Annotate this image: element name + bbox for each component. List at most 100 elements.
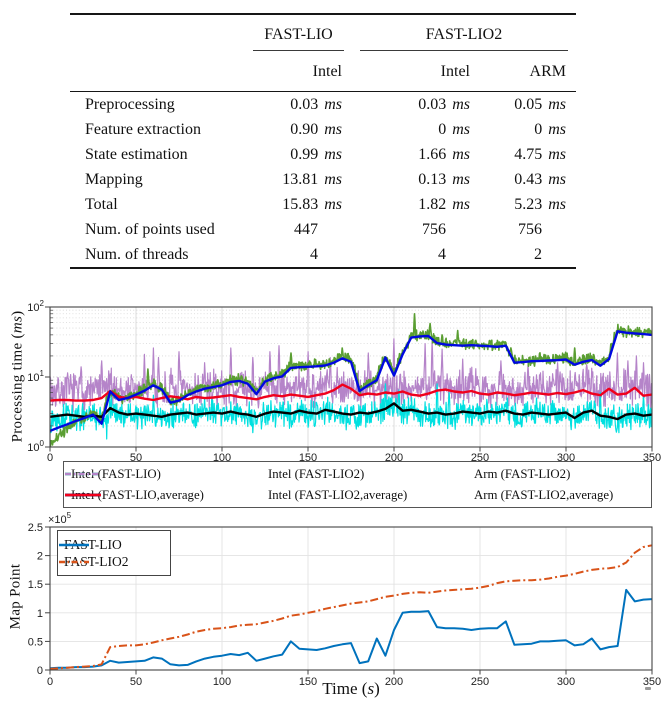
y-tick-label: 1.5	[28, 579, 43, 591]
legend-swatch-line	[59, 543, 89, 546]
map-point-y-axis-label: Map Point	[7, 563, 24, 630]
map-point-legend: FAST-LIO FAST-LIO2	[57, 530, 171, 576]
row-label: Preprocessing	[85, 96, 175, 113]
column-header: ARM	[480, 52, 576, 92]
unit-label: ms	[324, 196, 342, 213]
unit-label: ms	[324, 146, 342, 163]
column-header: Intel	[352, 52, 480, 92]
value-cell: 447	[294, 221, 318, 238]
legend-item-label: FAST-LIO	[64, 536, 122, 552]
value-cell: 0.90 ms	[290, 121, 342, 138]
processing-time-legend: Intel (FAST-LIO) Intel (FAST-LIO2) Arm (FA…	[63, 461, 652, 508]
value-cell: 0 ms	[438, 121, 470, 138]
series-group	[50, 313, 652, 447]
x-tick-label: 350	[643, 676, 661, 688]
value-cell: 1.66 ms	[418, 146, 470, 163]
value-cell: 0.03 ms	[290, 96, 342, 113]
legend-item: Intel (FAST-LIO2)	[65, 464, 474, 485]
legend-item-label: Intel (FAST-LIO2)	[268, 466, 365, 481]
value-cell: 756	[422, 221, 446, 238]
row-label: State estimation	[85, 146, 188, 163]
row-label: Num. of threads	[85, 246, 189, 263]
table-row: Num. of points used 447 756 756	[70, 217, 576, 242]
value-cell: 0.05 ms	[514, 96, 566, 113]
map-point-plot: 0 50 100 150 200 250 300 350 0 0.5 1 1.5 2 2.5 ×105	[28, 511, 661, 688]
table-row: State estimation 0.99 ms 1.66 ms 4.75 ms	[70, 142, 576, 167]
x-tick-label: 0	[47, 452, 53, 464]
series-arm-fast-lio2-average-	[50, 383, 652, 402]
y-tick-label: 101	[27, 369, 44, 384]
column-header: Intel	[245, 52, 352, 92]
processing-time-y-axis-label: Processing time (ms)	[9, 310, 26, 443]
unit-label: ms	[452, 96, 470, 113]
x-tick-label: 200	[385, 676, 403, 688]
unit-label: ms	[548, 121, 566, 138]
column-group-row: FAST-LIO FAST-LIO2	[70, 14, 576, 52]
legend-item: FAST-LIO	[59, 536, 170, 553]
value-cell: 4	[438, 246, 446, 263]
legend-item-label: Intel (FAST-LIO,average)	[71, 487, 204, 502]
timing-comparison-table: FAST-LIO FAST-LIO2 Intel Intel ARM Preprocess…	[70, 13, 576, 269]
column-group-label: FAST-LIO	[253, 17, 344, 51]
table-row: Total 15.83 ms 1.82 ms 5.23 ms	[70, 192, 576, 217]
legend-swatch-line	[65, 472, 101, 476]
legend-item-label: Intel (FAST-LIO)	[71, 466, 161, 481]
y-tick-label: 2.5	[28, 522, 43, 534]
y-tick-label: 0.5	[28, 636, 43, 648]
value-cell: 1.82 ms	[418, 196, 470, 213]
value-cell: 2	[534, 246, 542, 263]
x-tick-label: 50	[130, 676, 142, 688]
legend-item-label: Arm (FAST-LIO2)	[474, 466, 571, 481]
unit-italic: s	[367, 679, 375, 698]
unit-label: ms	[452, 121, 470, 138]
legend-swatch-line	[59, 560, 89, 563]
column-group-header: FAST-LIO	[245, 14, 352, 52]
timing-table: FAST-LIO FAST-LIO2 Intel Intel ARM Preprocess…	[70, 13, 576, 269]
unit-label: ms	[324, 96, 342, 113]
y-tick-label: 0	[37, 665, 43, 677]
row-label: Mapping	[85, 171, 143, 188]
table-row: Feature extraction 0.90 ms 0 ms 0 ms	[70, 117, 576, 142]
unit-label: ms	[548, 146, 566, 163]
cursor-artifact	[645, 687, 651, 690]
x-tick-label: 150	[299, 676, 317, 688]
table-row: Preprocessing 0.03 ms 0.03 ms 0.05 ms	[70, 92, 576, 118]
y-axis-multiplier-label: ×105	[48, 511, 72, 526]
value-cell: 13.81 ms	[282, 171, 342, 188]
time-x-axis-label: Time (s)	[322, 679, 380, 698]
unit-label: ms	[548, 96, 566, 113]
x-tick-label: 0	[47, 676, 53, 688]
value-cell: 0.03 ms	[418, 96, 470, 113]
value-cell: 0 ms	[534, 121, 566, 138]
table-row: Mapping 13.81 ms 0.13 ms 0.43 ms	[70, 167, 576, 192]
legend-item: FAST-LIO2	[59, 553, 170, 570]
value-cell: 0.13 ms	[418, 171, 470, 188]
y-tick-label: 2	[37, 551, 43, 563]
row-label: Num. of points used	[85, 221, 215, 238]
value-cell: 15.83 ms	[282, 196, 342, 213]
legend-swatch-line	[65, 493, 101, 497]
legend-item-label: FAST-LIO2	[64, 553, 129, 569]
series-intel-fast-lio2-	[50, 383, 652, 440]
x-tick-label: 250	[471, 676, 489, 688]
unit-label: ms	[452, 196, 470, 213]
unit-label: ms	[452, 171, 470, 188]
legend-item: Arm (FAST-LIO2,average)	[65, 485, 651, 506]
unit-italic: ms	[9, 315, 26, 334]
y-tick-label: 1	[37, 608, 43, 620]
unit-label: ms	[324, 121, 342, 138]
series-fast-lio	[49, 588, 653, 670]
value-cell: 756	[518, 221, 542, 238]
legend-item: Intel (FAST-LIO2,average)	[65, 485, 474, 506]
series-intel-fast-lio-average-	[50, 330, 652, 433]
x-tick-label: 100	[213, 676, 231, 688]
series-fast-lio2	[49, 544, 653, 670]
value-cell: 5.23 ms	[514, 196, 566, 213]
series-arm-fast-lio2-	[50, 338, 652, 413]
row-label: Feature extraction	[85, 121, 201, 138]
unit-label: ms	[452, 146, 470, 163]
unit-label: ms	[548, 196, 566, 213]
value-cell: 4.75 ms	[514, 146, 566, 163]
